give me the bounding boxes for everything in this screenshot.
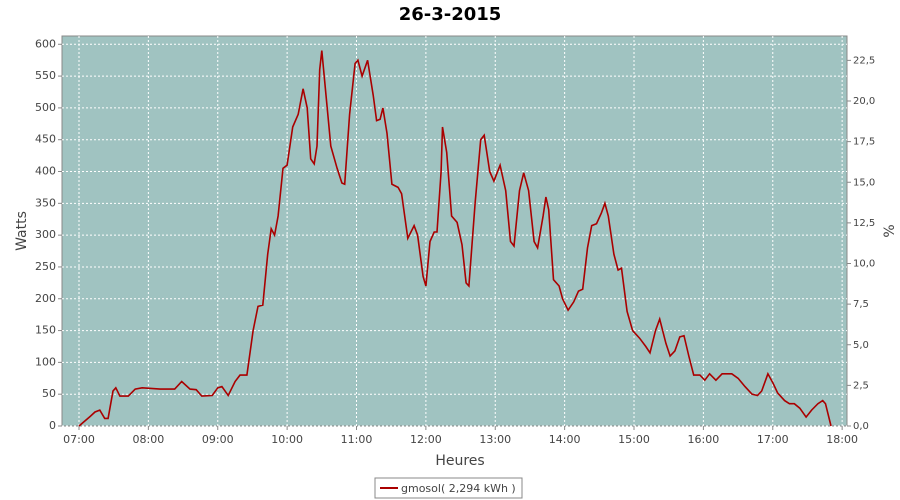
y2-tick-label: 12,5 [853, 218, 875, 229]
x-tick-label: 10:00 [271, 433, 303, 446]
x-tick-label: 15:00 [618, 433, 650, 446]
y-tick-label: 400 [35, 165, 56, 178]
data-line [78, 50, 832, 427]
legend: gmosol( 2,294 kWh ) [374, 477, 523, 499]
y2-tick-label: 2,5 [853, 380, 869, 391]
y2-tick-label: 17,5 [853, 137, 875, 148]
y2-tick-label: 22,5 [853, 55, 875, 66]
x-tick-label: 16:00 [688, 433, 720, 446]
y2-tick-label: 10,0 [853, 259, 875, 270]
y2-tick-label: 7,5 [853, 299, 869, 310]
y-tick-label: 200 [35, 292, 56, 305]
y-tick-label: 550 [35, 69, 56, 82]
y-tick-label: 50 [42, 387, 56, 400]
y-tick-label: 100 [35, 355, 56, 368]
y-tick-label: 350 [35, 196, 56, 209]
y-tick-label: 300 [35, 228, 56, 241]
y-tick-label: 450 [35, 133, 56, 146]
legend-box [374, 477, 523, 499]
y-tick-label: 0 [49, 419, 56, 432]
y-tick-label: 250 [35, 260, 56, 273]
x-tick-label: 13:00 [479, 433, 511, 446]
x-tick-label: 11:00 [341, 433, 373, 446]
y2-axis-label: % [882, 224, 898, 237]
y2-tick-label: 20,0 [853, 96, 875, 107]
x-tick-label: 17:00 [757, 433, 789, 446]
x-tick-label: 09:00 [202, 433, 234, 446]
y-tick-label: 150 [35, 324, 56, 337]
x-tick-label: 07:00 [63, 433, 95, 446]
y2-tick-label: 5,0 [853, 340, 869, 351]
y-tick-label: 500 [35, 101, 56, 114]
x-axis-label: Heures [435, 453, 484, 469]
plot-area [61, 35, 848, 427]
y-tick-label: 600 [35, 37, 56, 50]
x-tick-label: 18:00 [826, 433, 858, 446]
y2-tick-label: 15,0 [853, 177, 875, 188]
y2-tick-label: 0,0 [853, 421, 869, 432]
x-tick-label: 08:00 [133, 433, 165, 446]
x-tick-label: 14:00 [549, 433, 581, 446]
y-axis-label: Watts [14, 211, 30, 251]
chart-title: 26-3-2015 [399, 4, 502, 25]
x-tick-label: 12:00 [410, 433, 442, 446]
legend-label: gmosol( 2,294 kWh ) [401, 482, 516, 495]
